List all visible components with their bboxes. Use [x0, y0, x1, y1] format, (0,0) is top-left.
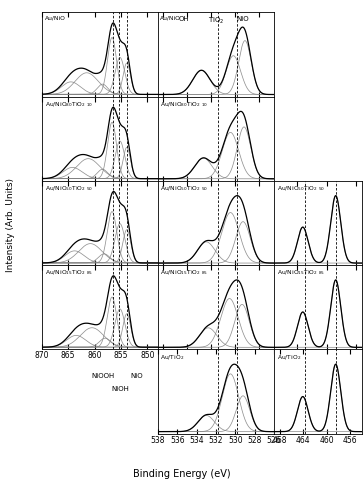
Text: TiO$_2$: TiO$_2$	[208, 16, 224, 26]
Text: Au/NiO$_{80}$TiO$_2$ $_{10}$: Au/NiO$_{80}$TiO$_2$ $_{10}$	[46, 100, 94, 109]
Text: Au/NiO: Au/NiO	[160, 16, 181, 21]
Text: Au/NiO: Au/NiO	[46, 16, 66, 21]
Text: Au/NiO$_{50}$TiO$_2$ $_{50}$: Au/NiO$_{50}$TiO$_2$ $_{50}$	[277, 184, 325, 193]
Text: Intensity (Arb. Units): Intensity (Arb. Units)	[6, 178, 15, 272]
Text: Au/TiO$_2$: Au/TiO$_2$	[160, 353, 185, 362]
Text: Au/NiO$_{50}$TiO$_2$ $_{50}$: Au/NiO$_{50}$TiO$_2$ $_{50}$	[46, 184, 94, 193]
Text: Au/NiO$_{15}$TiO$_2$ $_{85}$: Au/NiO$_{15}$TiO$_2$ $_{85}$	[46, 269, 94, 277]
Text: Au/NiO$_{15}$TiO$_2$ $_{85}$: Au/NiO$_{15}$TiO$_2$ $_{85}$	[277, 269, 325, 277]
Text: Binding Energy (eV): Binding Energy (eV)	[133, 469, 231, 479]
Text: Au/TiO$_2$: Au/TiO$_2$	[277, 353, 301, 362]
Text: NiOH: NiOH	[111, 387, 129, 392]
Text: NiO: NiO	[236, 16, 249, 22]
Text: Au/NiO$_{15}$TiO$_2$ $_{85}$: Au/NiO$_{15}$TiO$_2$ $_{85}$	[160, 269, 209, 277]
Text: Au/NiO$_{80}$TiO$_2$ $_{10}$: Au/NiO$_{80}$TiO$_2$ $_{10}$	[160, 100, 209, 109]
Text: OH: OH	[178, 16, 189, 22]
Text: NiOOH: NiOOH	[92, 373, 115, 379]
Text: NiO: NiO	[130, 373, 143, 379]
Text: Au/NiO$_{50}$TiO$_2$ $_{50}$: Au/NiO$_{50}$TiO$_2$ $_{50}$	[160, 184, 209, 193]
